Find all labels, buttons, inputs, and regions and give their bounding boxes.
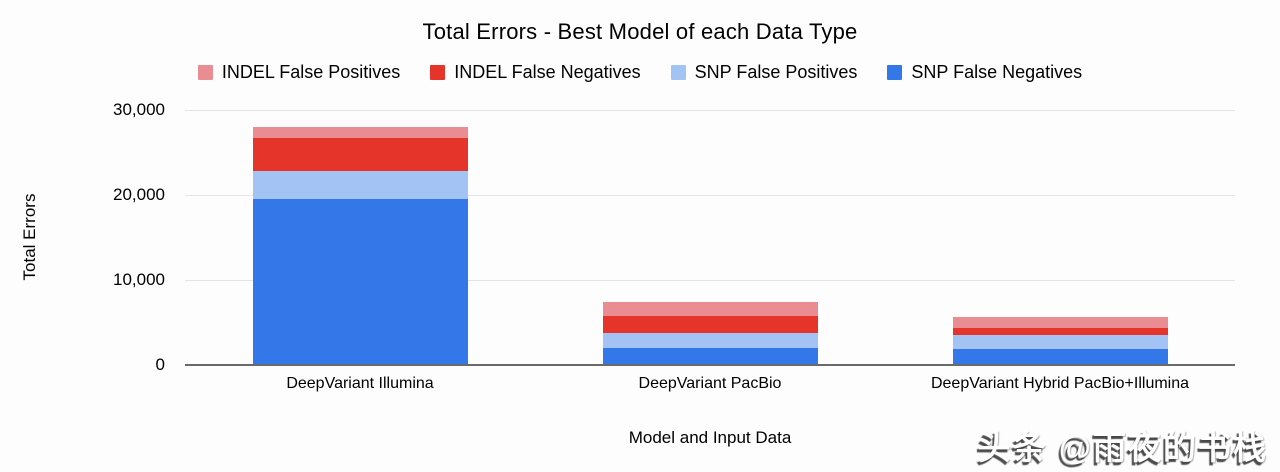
stacked-bar	[952, 317, 1168, 366]
legend-item-snp-fp: SNP False Positives	[670, 62, 858, 83]
stacked-bar	[252, 127, 468, 366]
stacked-bar	[602, 302, 818, 366]
y-tick-label: 10,000	[113, 270, 165, 289]
legend-label: INDEL False Positives	[221, 62, 401, 82]
y-tick-label: 0	[155, 355, 165, 374]
bar-segment	[952, 349, 1168, 366]
legend-item-indel-fn: INDEL False Negatives	[430, 62, 641, 83]
bar-segment	[602, 316, 818, 333]
bar-segment	[952, 317, 1168, 328]
bar-segment	[252, 127, 468, 138]
bar-segment	[952, 335, 1168, 349]
bar-segment	[252, 199, 468, 366]
x-axis-line	[185, 364, 1235, 366]
bar-segment	[602, 348, 818, 366]
y-tick-label: 30,000	[113, 100, 165, 119]
bar-group	[185, 100, 1235, 366]
legend-item-indel-fp: INDEL False Positives	[197, 62, 401, 83]
gridline-20000	[185, 195, 1235, 196]
bar-segment	[602, 302, 818, 316]
legend-label: SNP False Positives	[694, 62, 858, 82]
watermark: 头条 @雨夜的书栈	[977, 429, 1268, 466]
legend-item-snp-fn: SNP False Negatives	[887, 62, 1082, 83]
bar-slot	[535, 100, 885, 366]
snp-false-negatives-swatch-icon	[887, 65, 903, 80]
gridline-10000	[185, 280, 1235, 281]
bar-segment	[602, 333, 818, 348]
x-label-deepvariant-hybrid: DeepVariant Hybrid PacBio+Illumina	[930, 375, 1190, 392]
chart-legend: INDEL False Positives INDEL False Negati…	[0, 62, 1280, 83]
gridline-30000	[185, 110, 1235, 111]
bar-slot	[185, 100, 535, 366]
x-axis-title: Model and Input Data	[628, 428, 792, 447]
y-axis-ticks: 0 10,000 20,000 30,000	[0, 100, 175, 374]
bar-slot	[885, 100, 1235, 366]
indel-false-negatives-swatch-icon	[430, 65, 446, 80]
plot-area	[185, 100, 1235, 366]
bar-segment	[252, 171, 468, 199]
x-axis-labels: DeepVariant Illumina DeepVariant PacBio …	[185, 375, 1235, 393]
legend-label: INDEL False Negatives	[454, 62, 641, 82]
y-tick-label: 20,000	[113, 185, 165, 204]
chart-title: Total Errors - Best Model of each Data T…	[422, 19, 858, 44]
indel-false-positives-swatch-icon	[197, 65, 213, 80]
x-label-deepvariant-illumina: DeepVariant Illumina	[286, 375, 434, 392]
snp-false-positives-swatch-icon	[670, 65, 686, 80]
x-label-deepvariant-pacbio: DeepVariant PacBio	[638, 375, 782, 392]
bar-segment	[252, 138, 468, 171]
legend-label: SNP False Negatives	[911, 62, 1083, 82]
bar-segment	[952, 328, 1168, 335]
